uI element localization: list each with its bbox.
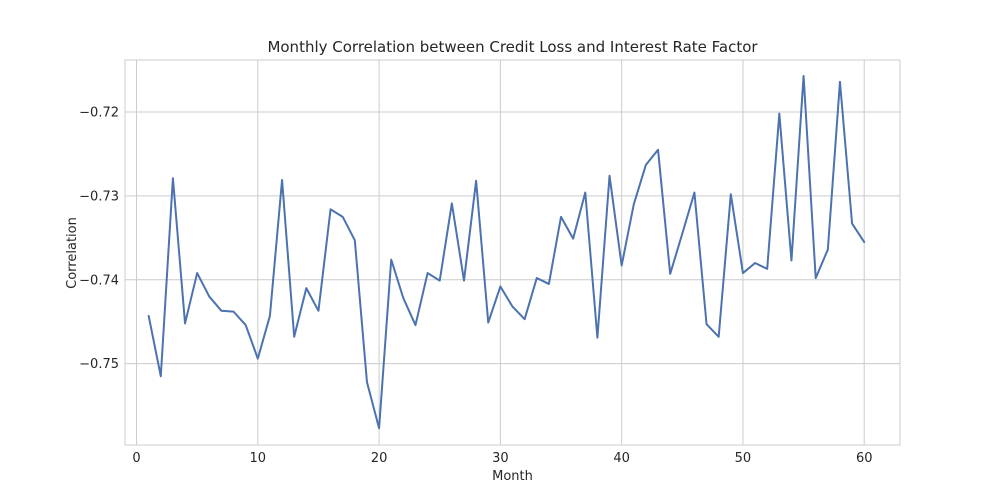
chart-title: Monthly Correlation between Credit Loss … xyxy=(267,38,758,56)
y-tick-label: −0.74 xyxy=(79,273,119,288)
y-tick-label: −0.75 xyxy=(79,357,119,372)
y-tick-label: −0.73 xyxy=(79,189,119,204)
y-axis-label: Correlation xyxy=(65,217,80,289)
tick-labels: 0 10 20 30 40 50 60 −0.75 −0.74 −0.73 −0.72 xyxy=(79,106,872,466)
grid xyxy=(125,60,900,445)
x-tick-label: 40 xyxy=(613,451,630,466)
series-line xyxy=(147,74,866,430)
x-tick-label: 50 xyxy=(735,451,752,466)
x-axis-label: Month xyxy=(492,469,533,484)
plot-frame xyxy=(124,59,901,446)
x-tick-label: 10 xyxy=(250,451,267,466)
x-tick-label: 0 xyxy=(132,451,140,466)
y-tick-label: −0.72 xyxy=(79,106,119,121)
x-tick-label: 30 xyxy=(492,451,509,466)
x-tick-label: 60 xyxy=(856,451,873,466)
series-layer xyxy=(147,74,866,430)
x-tick-label: 20 xyxy=(371,451,388,466)
